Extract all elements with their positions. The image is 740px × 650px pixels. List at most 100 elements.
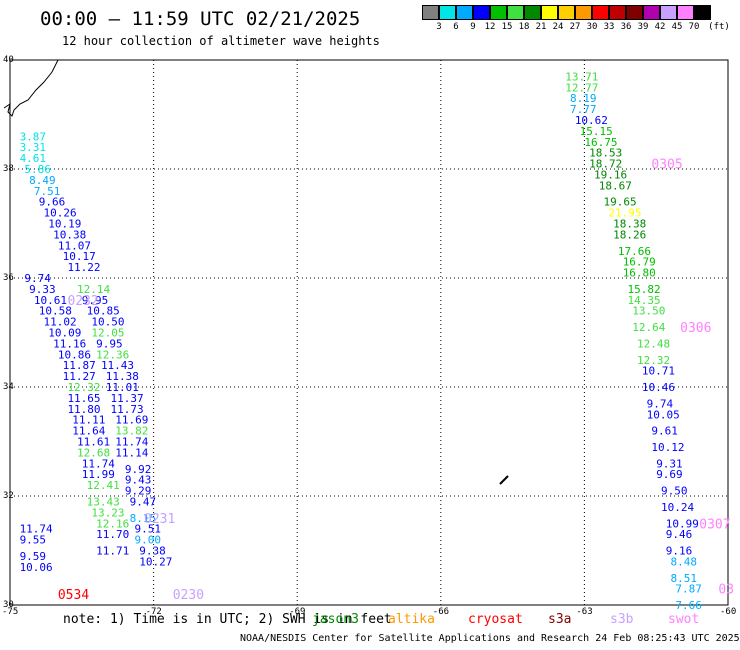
x-tick-label: -63 <box>576 607 593 617</box>
wave-height-label: 8.51 <box>671 572 698 585</box>
satellite-name-swot: swot <box>668 612 700 627</box>
wave-height-label: 9.50 <box>661 485 688 498</box>
wave-height-label: 9.16 <box>666 545 693 558</box>
time-label: 0305 <box>651 158 682 173</box>
x-tick-label: -60 <box>720 607 737 617</box>
satellite-name-jason3: jason3 <box>312 612 359 627</box>
colorbar-label: 36 <box>620 22 632 32</box>
wave-height-label: 12.77 <box>565 81 598 94</box>
wave-height-label: 10.61 <box>34 294 67 307</box>
y-tick-label: 32 <box>3 491 14 501</box>
wave-height-label: 17.66 <box>618 245 651 258</box>
colorbar-label: 15 <box>501 22 513 32</box>
wave-height-label: 18.67 <box>599 179 632 192</box>
wave-height-label: 7.66 <box>675 599 702 612</box>
chart-subtitle: 12 hour collection of altimeter wave hei… <box>62 34 380 48</box>
colorbar-label: 21 <box>535 22 547 32</box>
wave-height-label: 8.49 <box>29 174 56 187</box>
wave-height-label: 4.61 <box>20 152 47 165</box>
wave-height-label: 10.05 <box>647 408 680 421</box>
satellite-name-cryosat: cryosat <box>468 612 523 627</box>
wave-height-label: 21.95 <box>608 207 641 220</box>
wave-height-label: 12.41 <box>87 479 120 492</box>
wave-height-label: 10.24 <box>661 501 694 514</box>
wave-height-label: 15.82 <box>627 283 660 296</box>
wave-height-label: 18.38 <box>613 218 646 231</box>
colorbar-label: 42 <box>654 22 666 32</box>
wave-height-label: 18.72 <box>589 158 622 171</box>
wave-height-label: 10.27 <box>139 555 172 568</box>
wave-height-label: 13.82 <box>115 425 148 438</box>
wave-height-label: 9.46 <box>666 528 693 541</box>
colorbar-label: 70 <box>688 22 700 32</box>
wave-height-label: 9.74 <box>24 272 51 285</box>
wave-height-label: 11.61 <box>77 436 110 449</box>
colorbar-label: 30 <box>586 22 598 32</box>
wave-height-label: 19.16 <box>594 168 627 181</box>
colorbar-swatch <box>558 5 575 20</box>
wave-height-label: 10.86 <box>58 348 91 361</box>
colorbar-label: 24 <box>552 22 564 32</box>
wave-height-label: 8.19 <box>570 92 597 105</box>
wave-height-label: 10.62 <box>575 114 608 127</box>
colorbar-swatch <box>626 5 643 20</box>
wave-height-label: 9.95 <box>96 337 123 350</box>
time-label: 0230 <box>173 588 204 603</box>
y-tick-label: 36 <box>3 273 14 283</box>
wave-height-label: 5.86 <box>24 163 51 176</box>
wave-height-label: 9.92 <box>125 463 152 476</box>
wave-height-label: 11.87 <box>63 359 96 372</box>
time-label: 0306 <box>680 321 711 336</box>
wave-height-label: 12.64 <box>632 321 665 334</box>
wave-height-label: 11.74 <box>82 457 115 470</box>
colorbar-swatch <box>473 5 490 20</box>
colorbar-label: 12 <box>484 22 496 32</box>
wave-height-label: 11.38 <box>106 370 139 383</box>
wave-height-label: 10.85 <box>87 305 120 318</box>
wave-height-label: 10.38 <box>53 228 86 241</box>
wave-height-label: 10.06 <box>20 561 53 574</box>
wave-height-label: 12.48 <box>637 337 670 350</box>
colorbar-label: 18 <box>518 22 530 32</box>
wave-height-label: 9.31 <box>656 457 683 470</box>
wave-height-label: 10.50 <box>91 316 124 329</box>
wave-height-label: 9.00 <box>134 534 161 547</box>
time-label: 0307 <box>699 517 730 532</box>
wave-height-label: 18.53 <box>589 147 622 160</box>
wave-height-label: 11.01 <box>106 381 139 394</box>
satellite-name-altika: altika <box>388 612 435 627</box>
wave-height-label: 13.71 <box>565 70 598 83</box>
y-tick-label: 40 <box>3 55 14 65</box>
x-tick-label: -75 <box>2 607 19 617</box>
colorbar-swatch <box>490 5 507 20</box>
wave-height-label: 7.77 <box>570 103 597 116</box>
colorbar-swatch <box>439 5 456 20</box>
wave-height-label: 7.51 <box>34 185 61 198</box>
wave-height-label: 11.37 <box>111 392 144 405</box>
wave-height-label: 7.87 <box>675 583 702 596</box>
wave-height-label: 10.26 <box>44 207 77 220</box>
colorbar-label: 27 <box>569 22 581 32</box>
wave-height-label: 11.69 <box>115 414 148 427</box>
wave-height-label: 11.64 <box>72 425 105 438</box>
wave-height-label: 10.58 <box>39 305 72 318</box>
footer-credit: NOAA/NESDIS Center for Satellite Applica… <box>240 633 740 644</box>
wave-height-label: 9.43 <box>125 474 152 487</box>
colorbar-swatch <box>660 5 677 20</box>
wave-height-label: 3.31 <box>20 141 47 154</box>
colorbar-swatch <box>592 5 609 20</box>
colorbar-swatch <box>643 5 660 20</box>
wave-height-label: 11.65 <box>67 392 100 405</box>
wave-height-label: 12.14 <box>77 283 110 296</box>
wave-height-label: 11.99 <box>82 468 115 481</box>
coastline <box>3 59 59 117</box>
wave-height-label: 9.47 <box>130 495 157 508</box>
satellite-name-s3a: s3a <box>548 612 572 627</box>
wave-height-label: 9.61 <box>651 425 678 438</box>
wave-height-label: 10.19 <box>48 218 81 231</box>
wave-height-label: 11.14 <box>115 446 148 459</box>
island <box>499 475 509 485</box>
time-label: 0231 <box>144 512 175 527</box>
wave-height-label: 12.36 <box>96 348 129 361</box>
